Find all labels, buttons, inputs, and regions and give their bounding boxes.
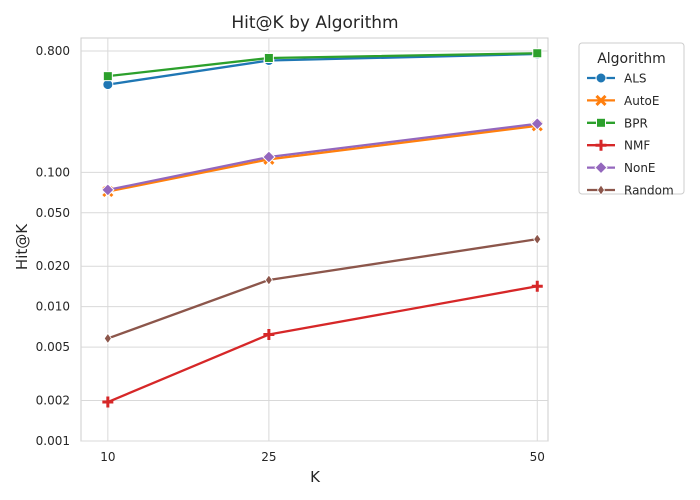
legend-label-none: NonE	[624, 161, 656, 175]
legend-title: Algorithm	[597, 51, 666, 67]
legend-marker-autoe-shape	[595, 94, 607, 106]
data-point-bpr	[263, 52, 274, 63]
legend-marker-autoe	[595, 94, 607, 106]
legend-marker-none-shape	[594, 160, 608, 175]
data-point-none	[530, 117, 544, 131]
data-point-bpr-shape	[532, 48, 543, 59]
y-tick-label: 0.800	[36, 44, 70, 58]
legend-marker-bpr-shape	[596, 117, 606, 128]
data-point-bpr	[532, 48, 543, 59]
chart-title: Hit@K by Algorithm	[231, 13, 398, 33]
data-point-random	[103, 332, 112, 345]
data-point-nmf-shape	[102, 396, 114, 408]
data-point-random-shape	[533, 233, 542, 245]
legend-marker-nmf-shape	[595, 139, 607, 151]
plot-area: 0.001 0.002 0.005 0.010 0.020 0.050 0.100 0.800…	[36, 37, 549, 464]
legend-marker-random	[597, 184, 605, 196]
y-tick-label: 0.001	[36, 434, 70, 448]
legend-label-bpr: BPR	[624, 116, 648, 130]
plot-frame	[80, 37, 549, 442]
data-point-bpr	[102, 71, 113, 82]
legend-marker-als-shape	[595, 72, 607, 84]
y-axis-label: Hit@K	[13, 223, 31, 270]
data-point-none	[262, 150, 276, 164]
data-point-nmf-shape	[531, 280, 543, 292]
y-tick-label: 0.002	[36, 394, 70, 408]
x-tick-label: 25	[261, 450, 276, 464]
data-point-none	[101, 183, 115, 197]
legend-marker-none	[594, 160, 608, 175]
data-point-none-shape	[530, 117, 544, 131]
y-tick-label: 0.050	[36, 206, 70, 220]
data-point-random-shape	[103, 332, 112, 345]
legend-marker-random-shape	[597, 184, 605, 196]
legend-label-als: ALS	[624, 72, 647, 86]
legend-label-nmf: NMF	[624, 139, 650, 153]
x-tick-label: 50	[530, 450, 545, 464]
legend-label-random: Random	[624, 184, 674, 198]
y-tick-label: 0.100	[36, 165, 70, 179]
legend-marker-nmf	[595, 139, 607, 151]
x-tick-label: 10	[100, 450, 115, 464]
legend-label-autoe: AutoE	[624, 94, 659, 108]
legend-marker-als	[595, 72, 607, 84]
data-point-nmf-shape	[263, 329, 275, 341]
data-point-random	[533, 233, 542, 245]
data-point-nmf	[102, 396, 114, 408]
data-point-nmf	[531, 280, 543, 292]
data-point-bpr-shape	[102, 71, 113, 82]
x-axis-label: K	[310, 468, 321, 486]
data-point-none-shape	[101, 183, 115, 197]
y-tick-label: 0.005	[36, 340, 70, 354]
data-point-random-shape	[264, 274, 273, 286]
data-point-nmf	[263, 329, 275, 341]
legend-marker-bpr	[596, 117, 606, 128]
y-tick-label: 0.010	[36, 300, 70, 314]
data-point-bpr-shape	[263, 52, 274, 63]
y-tick-label: 0.020	[36, 259, 70, 273]
legend: Algorithm ALS AutoE BPR NMF NonE Random	[578, 42, 685, 198]
data-point-none-shape	[262, 150, 276, 164]
data-point-random	[264, 274, 273, 286]
